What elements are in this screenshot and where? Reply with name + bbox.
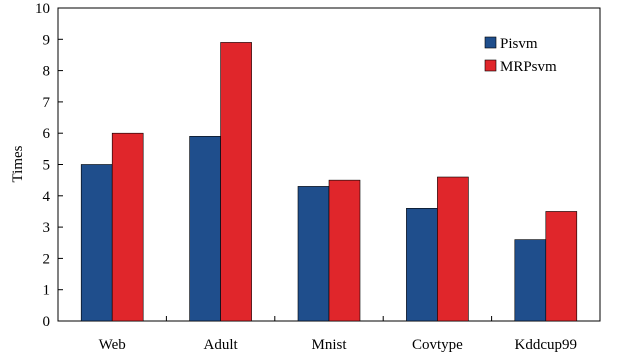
bar-pisvm-web (80, 164, 113, 322)
x-tick-label: Covtype (412, 337, 463, 353)
legend-swatch-mrpsvm (484, 59, 497, 72)
bar-mrpsvm-web (111, 132, 144, 322)
y-tick-label: 7 (43, 95, 51, 111)
bar-mrpsvm-adult (220, 42, 252, 322)
legend-swatch-pisvm (484, 36, 497, 49)
y-tick-label: 9 (43, 32, 51, 48)
y-tick-label: 4 (43, 189, 51, 205)
x-tick-label: Kddcup99 (515, 337, 578, 353)
y-axis-label: Times (10, 145, 26, 182)
bar-pisvm-kddcup99 (514, 239, 547, 322)
bar-pisvm-adult (189, 136, 221, 322)
bar-mrpsvm-mnist (328, 179, 361, 322)
bars (80, 42, 578, 322)
x-tick-label: Adult (204, 337, 239, 353)
x-tick-label: Mnist (311, 337, 347, 353)
bar-mrpsvm-kddcup99 (545, 211, 578, 322)
y-tick-label: 1 (43, 283, 51, 299)
legend-label-pisvm: Pisvm (500, 36, 538, 52)
y-tick-label: 10 (35, 1, 50, 17)
legend-label-mrpsvm: MRPsvm (500, 59, 557, 75)
legend: Pisvm MRPsvm (484, 36, 557, 75)
y-tick-label: 5 (43, 158, 51, 174)
y-tick-label: 0 (43, 314, 51, 330)
y-axis: 0 1 2 3 4 5 6 7 8 9 10 (35, 1, 63, 330)
x-axis: Web Adult Mnist Covtype Kddcup99 (99, 316, 577, 353)
y-tick-label: 6 (43, 126, 51, 142)
x-tick-label: Web (99, 337, 126, 353)
y-tick-label: 2 (43, 251, 51, 267)
bar-pisvm-mnist (297, 186, 330, 322)
bar-pisvm-covtype (406, 208, 438, 322)
y-tick-label: 8 (43, 64, 51, 80)
bar-mrpsvm-covtype (437, 176, 469, 322)
y-tick-label: 3 (43, 220, 51, 236)
plot-area: 0 1 2 3 4 5 6 7 8 9 10 Web Adult Mnist Covtype Kddcup9… (35, 1, 601, 353)
